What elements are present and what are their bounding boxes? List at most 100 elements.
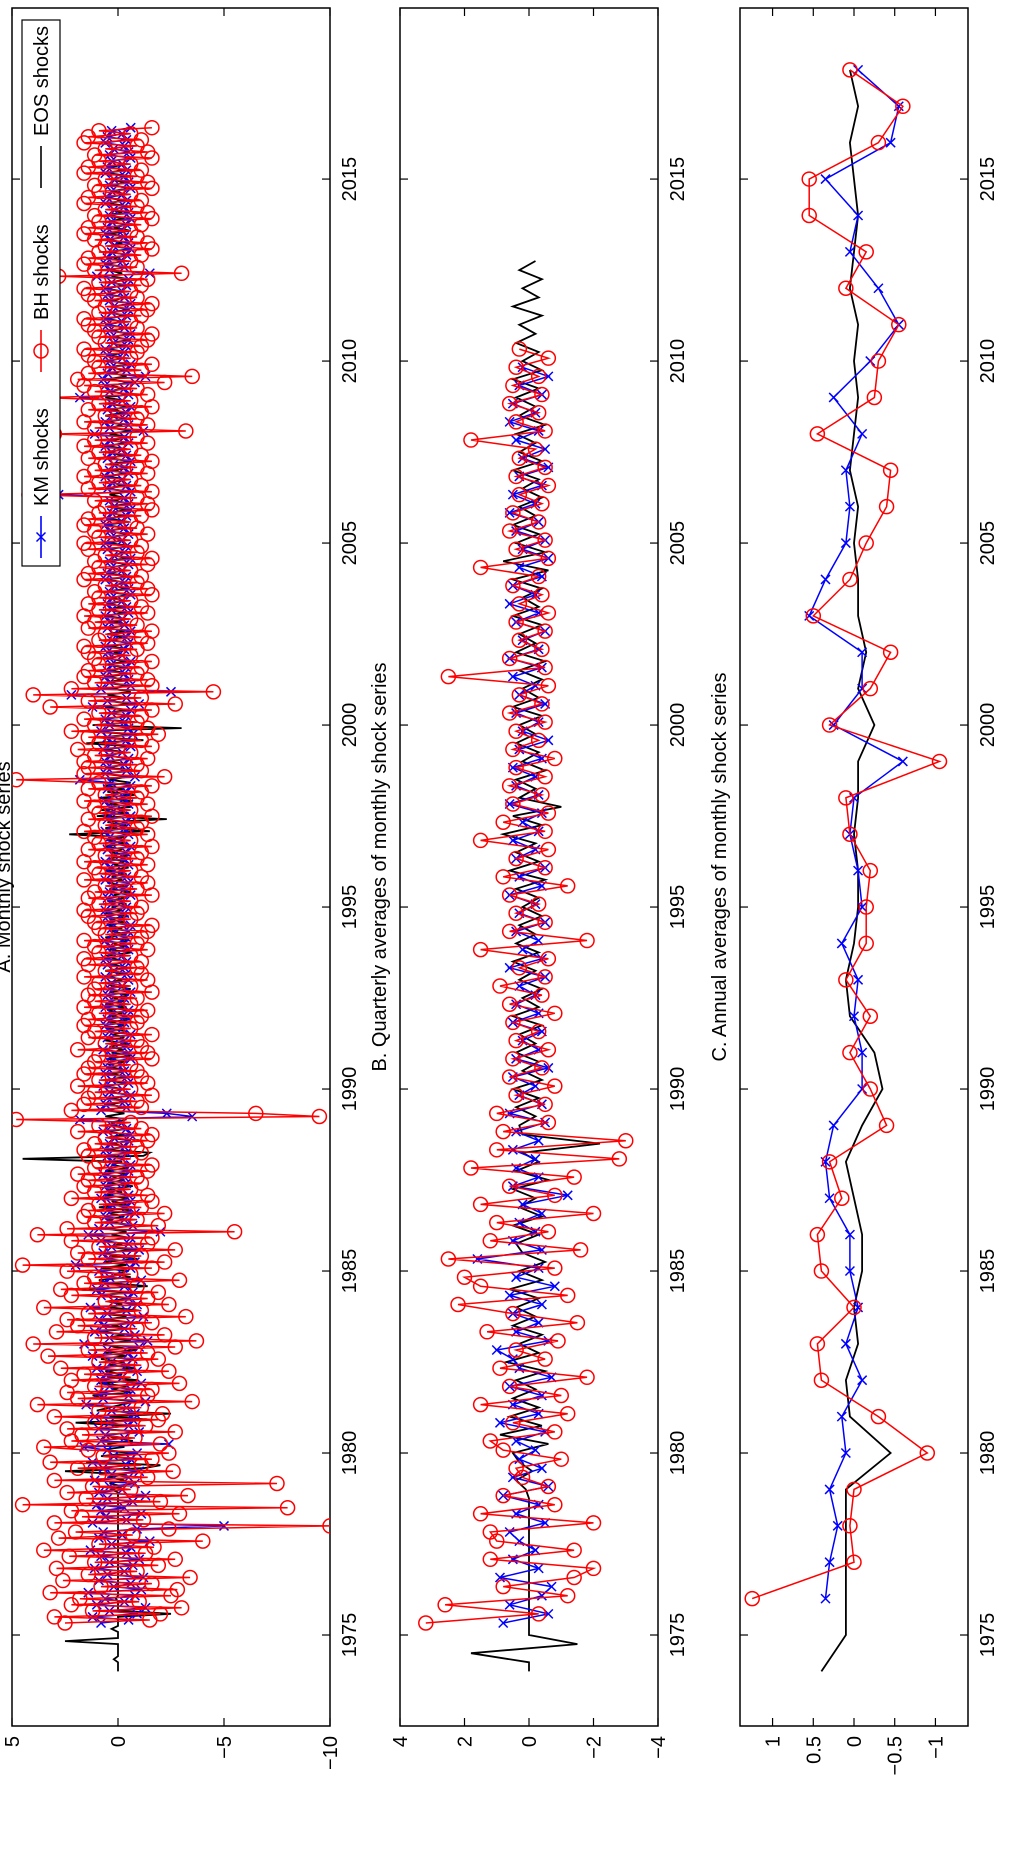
point-BH bbox=[129, 1278, 145, 1295]
point-KM bbox=[507, 1144, 518, 1155]
point-KM bbox=[507, 835, 518, 846]
panel-2: B. Quarterly averages of monthly shock s… bbox=[369, 7, 689, 1759]
point-KM bbox=[491, 1344, 502, 1356]
point-BH bbox=[53, 1281, 69, 1298]
point-KM bbox=[549, 1281, 560, 1292]
point-BH bbox=[59, 1311, 75, 1328]
point-KM bbox=[119, 620, 130, 631]
point-BH bbox=[482, 1233, 499, 1249]
point-KM bbox=[121, 765, 132, 776]
point-KM bbox=[511, 435, 522, 446]
point-KM bbox=[844, 1265, 855, 1277]
x-tick-label: 1980 bbox=[977, 1431, 999, 1476]
point-BH bbox=[530, 368, 547, 385]
point-BH bbox=[150, 1217, 167, 1234]
point-KM bbox=[100, 380, 111, 391]
point-BH bbox=[84, 1478, 101, 1495]
point-BH bbox=[547, 1496, 563, 1513]
point-BH bbox=[137, 1545, 154, 1561]
point-KM bbox=[848, 792, 860, 803]
point-KM bbox=[100, 671, 111, 682]
point-BH bbox=[618, 1132, 634, 1149]
point-KM bbox=[102, 289, 113, 300]
point-BH bbox=[501, 705, 518, 721]
legend-marker bbox=[33, 343, 49, 359]
point-BH bbox=[226, 1223, 243, 1240]
point-BH bbox=[508, 1087, 524, 1103]
point-KM bbox=[218, 1520, 230, 1531]
x-tick-label: 1975 bbox=[667, 1613, 689, 1658]
point-KM bbox=[125, 1196, 136, 1207]
point-BH bbox=[482, 1433, 499, 1449]
x-tick-label: 2010 bbox=[977, 339, 999, 384]
point-BH bbox=[122, 863, 139, 879]
x-tick-label: 1985 bbox=[977, 1249, 999, 1294]
point-BH bbox=[540, 350, 557, 366]
panel-title: C. Annual averages of monthly shock seri… bbox=[709, 672, 731, 1061]
point-KM bbox=[119, 322, 130, 333]
point-BH bbox=[144, 1260, 160, 1276]
x-tick-label: 1985 bbox=[667, 1249, 689, 1294]
point-BH bbox=[91, 775, 107, 791]
point-BH bbox=[122, 1081, 139, 1097]
point-KM bbox=[125, 1053, 136, 1064]
point-KM bbox=[121, 968, 132, 979]
point-KM bbox=[102, 1093, 113, 1104]
point-BH bbox=[146, 1539, 162, 1555]
point-BH bbox=[122, 1057, 139, 1073]
point-BH bbox=[122, 562, 139, 579]
point-KM bbox=[514, 1454, 525, 1465]
point-KM bbox=[98, 1320, 109, 1331]
point-KM bbox=[100, 416, 111, 427]
point-BH bbox=[76, 951, 92, 967]
point-KM bbox=[100, 344, 111, 355]
point-BH bbox=[84, 1603, 101, 1619]
point-KM bbox=[104, 1187, 115, 1198]
legend-label: BH shocks bbox=[31, 224, 53, 320]
point-KM bbox=[129, 1408, 140, 1419]
point-KM bbox=[106, 562, 117, 573]
point-KM bbox=[104, 984, 115, 995]
point-BH bbox=[97, 171, 114, 188]
y-tick-label: 0 bbox=[844, 1736, 866, 1747]
x-tick-label: 2005 bbox=[339, 521, 361, 566]
point-BH bbox=[144, 119, 160, 136]
point-KM bbox=[104, 1056, 115, 1067]
point-BH bbox=[169, 1581, 186, 1598]
point-BH bbox=[122, 593, 139, 609]
point-BH bbox=[579, 1369, 595, 1386]
point-BH bbox=[144, 1026, 160, 1043]
point-KM bbox=[504, 1526, 515, 1538]
point-BH bbox=[129, 1563, 145, 1580]
point-BH bbox=[501, 778, 518, 794]
point-KM bbox=[857, 647, 868, 658]
point-BH bbox=[440, 668, 457, 685]
point-KM bbox=[91, 1499, 102, 1510]
point-KM bbox=[536, 1463, 547, 1474]
point-BH bbox=[882, 462, 899, 479]
point-BH bbox=[311, 1108, 328, 1125]
point-KM bbox=[104, 862, 115, 873]
point-KM bbox=[102, 762, 113, 773]
point-BH bbox=[91, 1117, 107, 1134]
point-KM bbox=[74, 392, 85, 403]
point-BH bbox=[195, 1533, 211, 1549]
point-BH bbox=[76, 311, 92, 327]
point-BH bbox=[152, 1436, 169, 1452]
point-KM bbox=[106, 868, 117, 879]
legend-label: EOS shocks bbox=[31, 26, 53, 136]
point-KM bbox=[828, 392, 839, 403]
point-BH bbox=[91, 1402, 107, 1419]
point-KM bbox=[121, 407, 132, 418]
point-KM bbox=[106, 247, 117, 258]
point-KM bbox=[820, 1593, 831, 1604]
point-BH bbox=[97, 408, 114, 424]
point-BH bbox=[133, 1399, 150, 1416]
point-BH bbox=[80, 1566, 97, 1583]
point-BH bbox=[86, 1378, 103, 1395]
point-BH bbox=[534, 641, 550, 658]
point-BH bbox=[144, 550, 160, 567]
point-KM bbox=[857, 1083, 868, 1095]
point-BH bbox=[97, 1293, 114, 1310]
